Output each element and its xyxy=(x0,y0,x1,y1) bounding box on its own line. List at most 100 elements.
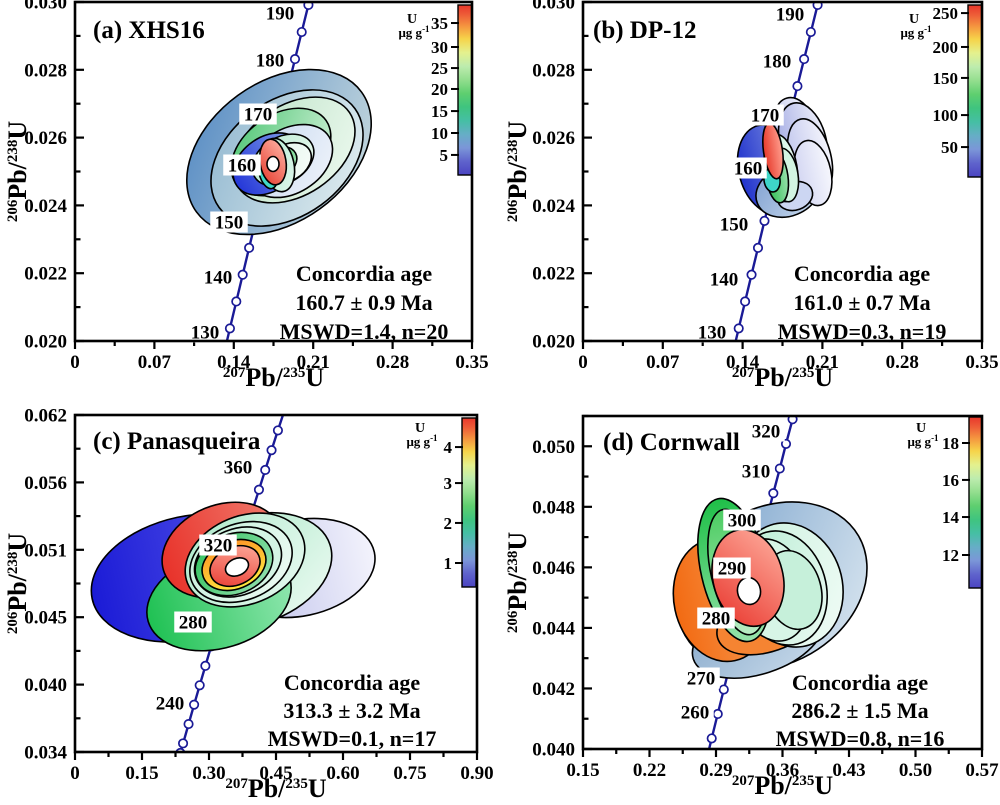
panel-c: 0 0.15 0.30 0.45 0.60 0.75 0.90 0.034 0.040 0.045… xyxy=(3,406,494,804)
y-tick-label: 0.020 xyxy=(24,332,67,353)
age-label: 150 xyxy=(215,213,244,234)
age-label: 190 xyxy=(776,5,805,26)
concordia-age-marker xyxy=(189,699,200,710)
colorbar-tick-label: 200 xyxy=(933,38,959,57)
x-tick-label: 0.30 xyxy=(192,763,225,784)
colorbar-unit: μg g-1 xyxy=(398,24,430,40)
x-axis-title: 207Pb/235U xyxy=(223,363,325,392)
plot-border xyxy=(73,0,474,343)
colorbar-unit: μg g-1 xyxy=(406,433,438,449)
x-tick-label: 0.60 xyxy=(326,763,359,784)
age-label-box xyxy=(682,667,720,689)
colorbar-tick-label: 15 xyxy=(431,102,448,121)
age-label-box xyxy=(174,611,212,633)
age-label: 150 xyxy=(720,215,749,236)
concordia-age-annotation: Concordia age xyxy=(792,670,929,695)
age-label-box xyxy=(746,104,784,126)
concordia-age-marker xyxy=(303,3,314,10)
panel-a: 0 0.07 0.14 0.21 0.28 0.35 0.020 0.022 0.024 0.02… xyxy=(3,0,489,392)
y-tick-label: 0.026 xyxy=(24,128,67,149)
y-tick-label: 0.030 xyxy=(24,0,67,14)
age-label-box xyxy=(210,211,248,233)
age-label: 280 xyxy=(702,609,731,630)
age-label-box xyxy=(737,460,775,482)
concordia-age-annotation: MSWD=0.1, n=17 xyxy=(268,726,437,751)
age-label-box xyxy=(693,321,731,343)
y-axis-title: 206Pb/238U xyxy=(503,121,532,223)
panel-title: (a) XHS16 xyxy=(93,17,205,44)
concordia-age-marker xyxy=(706,733,717,744)
y-tick-label: 0.062 xyxy=(24,406,67,427)
x-tick-label: 0.50 xyxy=(899,760,932,781)
colorbar-tick-label: 10 xyxy=(431,124,448,143)
concordia-age-marker xyxy=(260,464,271,476)
x-tick-label: 0.07 xyxy=(138,352,172,373)
concordia-age-annotation: 161.0 ± 0.7 Ma xyxy=(793,290,930,315)
age-label: 190 xyxy=(266,4,295,25)
age-label: 360 xyxy=(224,458,253,479)
panel-b: 0 0.07 0.14 0.21 0.28 0.35 0.020 0.022 0.024 0.02… xyxy=(503,0,999,392)
age-label-box xyxy=(713,557,751,579)
colorbar-unit: μg g-1 xyxy=(907,433,939,449)
x-tick-label: 0.14 xyxy=(217,352,251,373)
x-tick-label: 0 xyxy=(70,763,80,784)
colorbar-title: U xyxy=(415,421,425,436)
y-tick-label: 0.028 xyxy=(24,60,67,81)
age-label-box xyxy=(251,49,289,71)
y-tick-label: 0.042 xyxy=(532,679,575,700)
concordia-age-marker xyxy=(759,215,770,226)
concordia-age-marker xyxy=(752,242,764,253)
colorbar-tick-label: 250 xyxy=(933,4,959,23)
x-tick-label: 0.29 xyxy=(699,760,732,781)
colorbar-tick-label: 50 xyxy=(941,138,958,157)
age-label-box xyxy=(186,321,224,343)
age-label: 300 xyxy=(728,511,757,532)
concordia-age-annotation: 286.2 ± 1.5 Ma xyxy=(791,698,928,723)
colorbar xyxy=(968,416,983,589)
plot-border xyxy=(581,0,984,343)
age-label-box xyxy=(771,3,809,25)
y-tick-label: 0.056 xyxy=(24,473,67,494)
x-tick-label: 0.36 xyxy=(766,760,799,781)
concordia-age-marker xyxy=(280,406,288,414)
panel-title: (d) Cornwall xyxy=(603,429,740,456)
colorbar-tick-label: 16 xyxy=(942,471,959,490)
colorbar-tick-label: 150 xyxy=(933,69,959,88)
age-label-box xyxy=(676,701,714,723)
x-tick-label: 0.21 xyxy=(297,352,330,373)
age-label-box xyxy=(697,607,735,629)
y-axis-title: 206Pb/238U xyxy=(503,532,532,634)
concordia-age-marker xyxy=(805,26,816,38)
concordia-age-marker xyxy=(799,54,810,65)
y-tick-label: 0.028 xyxy=(532,60,575,81)
age-label-box xyxy=(223,154,261,176)
error-ellipse xyxy=(266,155,280,173)
y-tick-label: 0.048 xyxy=(532,497,575,518)
x-tick-label: 0.28 xyxy=(376,352,409,373)
age-label-box xyxy=(219,456,257,478)
x-axis-title: 207Pb/235U xyxy=(732,363,834,392)
y-tick-label: 0.051 xyxy=(24,540,67,561)
colorbar-tick-label: 30 xyxy=(431,38,448,57)
colorbar-tick-label: 14 xyxy=(942,508,960,527)
x-tick-label: 0.07 xyxy=(646,352,680,373)
concordia-age-annotation: Concordia age xyxy=(794,261,931,286)
concordia-age-marker xyxy=(780,438,792,449)
concordia-age-marker xyxy=(266,445,277,456)
x-tick-label: 0.35 xyxy=(455,352,488,373)
colorbar-tick-label: 20 xyxy=(431,80,448,99)
age-label: 160 xyxy=(228,156,257,177)
y-tick-label: 0.034 xyxy=(24,743,67,764)
age-label: 160 xyxy=(734,159,763,180)
age-label: 290 xyxy=(718,559,747,580)
colorbar-tick-label: 25 xyxy=(431,59,448,78)
concordia-age-marker xyxy=(746,269,757,280)
concordia-age-marker xyxy=(712,708,723,720)
colorbar-tick-label: 12 xyxy=(942,546,959,565)
colorbar-title: U xyxy=(909,12,919,27)
y-tick-label: 0.044 xyxy=(532,618,575,639)
age-label: 180 xyxy=(256,51,285,72)
colorbar-tick-label: 4 xyxy=(444,438,453,457)
concordia-age-marker xyxy=(774,463,785,474)
concordia-age-marker xyxy=(224,323,235,334)
